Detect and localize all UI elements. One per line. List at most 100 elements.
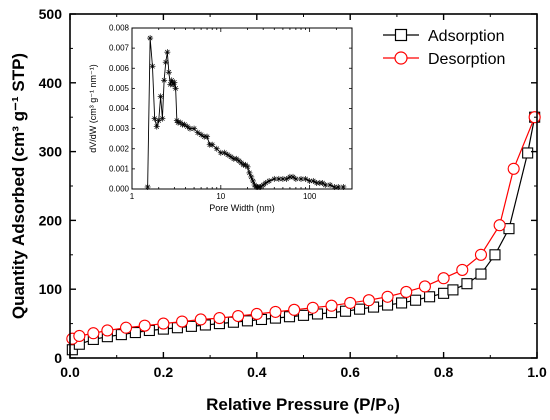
inset-data-point — [191, 125, 198, 132]
x-tick-label: 0.4 — [247, 364, 267, 380]
inset-data-point — [209, 141, 216, 148]
y-tick-label: 400 — [39, 75, 63, 91]
data-point-desorption — [119, 321, 133, 334]
legend: Adsorption Desorption — [383, 28, 505, 68]
inset-data-point — [262, 179, 269, 186]
data-point-desorption — [87, 327, 100, 340]
data-point-desorption — [344, 296, 357, 310]
inset-y-tick-label: 0.007 — [109, 44, 130, 53]
x-tick-label: 0.6 — [340, 364, 360, 380]
inset-data-point — [335, 183, 342, 190]
legend-label-desorption: Desorption — [428, 51, 505, 68]
inset-pore-size-chart: 1 10 100 0.000 0.001 0.002 0.003 0.004 0.005 0.00… — [88, 24, 353, 213]
inset-data-point — [227, 153, 234, 160]
inset-data-point — [283, 175, 290, 182]
data-point-adsorption — [297, 309, 310, 321]
y-tick-label: 500 — [39, 6, 63, 22]
inset-data-point — [271, 175, 278, 182]
y-tick-label: 300 — [39, 144, 63, 160]
data-point-desorption — [456, 263, 469, 276]
data-point-desorption — [474, 248, 488, 261]
y-axis-title: Quantity Adsorbed (cm³ g⁻¹ STP) — [9, 53, 28, 319]
inset-y-tick-label: 0.004 — [109, 104, 130, 113]
data-point-desorption — [288, 303, 301, 316]
y-tick-label: 0 — [54, 350, 62, 366]
inset-x-axis-title: Pore Width (nm) — [209, 203, 275, 213]
inset-x-tick-label: 10 — [216, 192, 225, 201]
inset-data-point — [279, 175, 286, 182]
data-point-desorption — [250, 307, 263, 321]
inset-data-point — [164, 49, 171, 56]
x-axis-title: Relative Pressure (P/P₀) — [206, 395, 400, 414]
data-point-adsorption — [447, 284, 459, 296]
inset-data-point — [184, 123, 191, 130]
x-tick-label: 0.8 — [434, 364, 454, 380]
legend-marker-adsorption — [394, 28, 408, 42]
data-point-desorption — [101, 324, 114, 337]
data-point-adsorption — [396, 297, 408, 309]
data-point-desorption — [400, 285, 413, 299]
data-point-desorption — [194, 313, 207, 326]
inset-data-point — [172, 85, 179, 92]
inset-data-point — [144, 183, 151, 190]
data-point-adsorption — [410, 294, 422, 306]
inset-data-point — [221, 149, 228, 156]
data-point-desorption — [157, 317, 170, 330]
inset-y-tick-label: 0.000 — [109, 185, 130, 194]
data-point-adsorption — [424, 291, 436, 303]
inset-y-axis-title: dV/dW (cm³ g⁻¹ nm⁻¹) — [88, 64, 98, 153]
data-point-desorption — [138, 319, 151, 332]
inset-data-point — [161, 77, 168, 84]
data-point-desorption — [325, 299, 338, 312]
data-point-adsorption — [438, 287, 450, 299]
inset-data-point — [157, 93, 164, 100]
data-point-desorption — [73, 329, 86, 343]
inset-y-tick-label: 0.005 — [109, 84, 130, 93]
inset-data-point — [204, 133, 211, 140]
inset-data-point — [292, 175, 299, 182]
main-axes: 0.0 0.2 0.4 0.6 0.8 1.0 0 100 200 300 400 500 — [39, 6, 547, 380]
main-series-layer — [66, 111, 541, 356]
inset-data-point — [244, 163, 251, 170]
data-point-desorption — [176, 315, 189, 328]
data-point-desorption — [507, 162, 520, 175]
y-tick-label: 100 — [39, 281, 63, 297]
inset-data-point — [213, 145, 220, 152]
inset-data-point — [162, 59, 169, 66]
inset-data-point — [153, 123, 160, 130]
inset-data-point — [340, 183, 347, 190]
data-point-desorption — [437, 272, 450, 285]
inset-data-point — [147, 35, 154, 42]
inset-x-tick-label: 1 — [130, 192, 135, 201]
data-point-adsorption — [241, 315, 254, 327]
inset-data-point — [266, 177, 273, 184]
data-point-desorption — [306, 301, 319, 314]
data-point-adsorption — [185, 320, 197, 332]
inset-data-point — [149, 63, 156, 70]
data-point-adsorption — [489, 249, 501, 261]
inset-y-tick-label: 0.001 — [109, 164, 130, 173]
legend-marker-desorption — [394, 51, 408, 65]
inset-data-point — [224, 151, 231, 158]
data-point-desorption — [269, 305, 282, 318]
inset-y-tick-label: 0.002 — [109, 144, 130, 153]
data-point-desorption — [232, 309, 245, 323]
inset-data-point — [331, 183, 338, 190]
inset-data-point — [310, 177, 317, 184]
data-point-adsorption — [461, 278, 473, 290]
data-point-adsorption — [475, 268, 487, 280]
data-point-adsorption — [353, 303, 366, 315]
data-point-desorption — [493, 219, 506, 232]
data-point-adsorption — [129, 326, 141, 339]
inset-data-point — [198, 131, 205, 138]
y-tick-label: 200 — [39, 212, 63, 228]
x-tick-label: 0.2 — [154, 364, 174, 380]
inset-x-tick-label: 100 — [303, 192, 317, 201]
inset-data-point — [165, 69, 172, 76]
inset-data-point — [171, 79, 178, 86]
data-point-desorption — [362, 294, 375, 307]
inset-data-point — [159, 115, 166, 122]
inset-data-point — [194, 129, 201, 136]
data-point-adsorption — [522, 147, 534, 159]
